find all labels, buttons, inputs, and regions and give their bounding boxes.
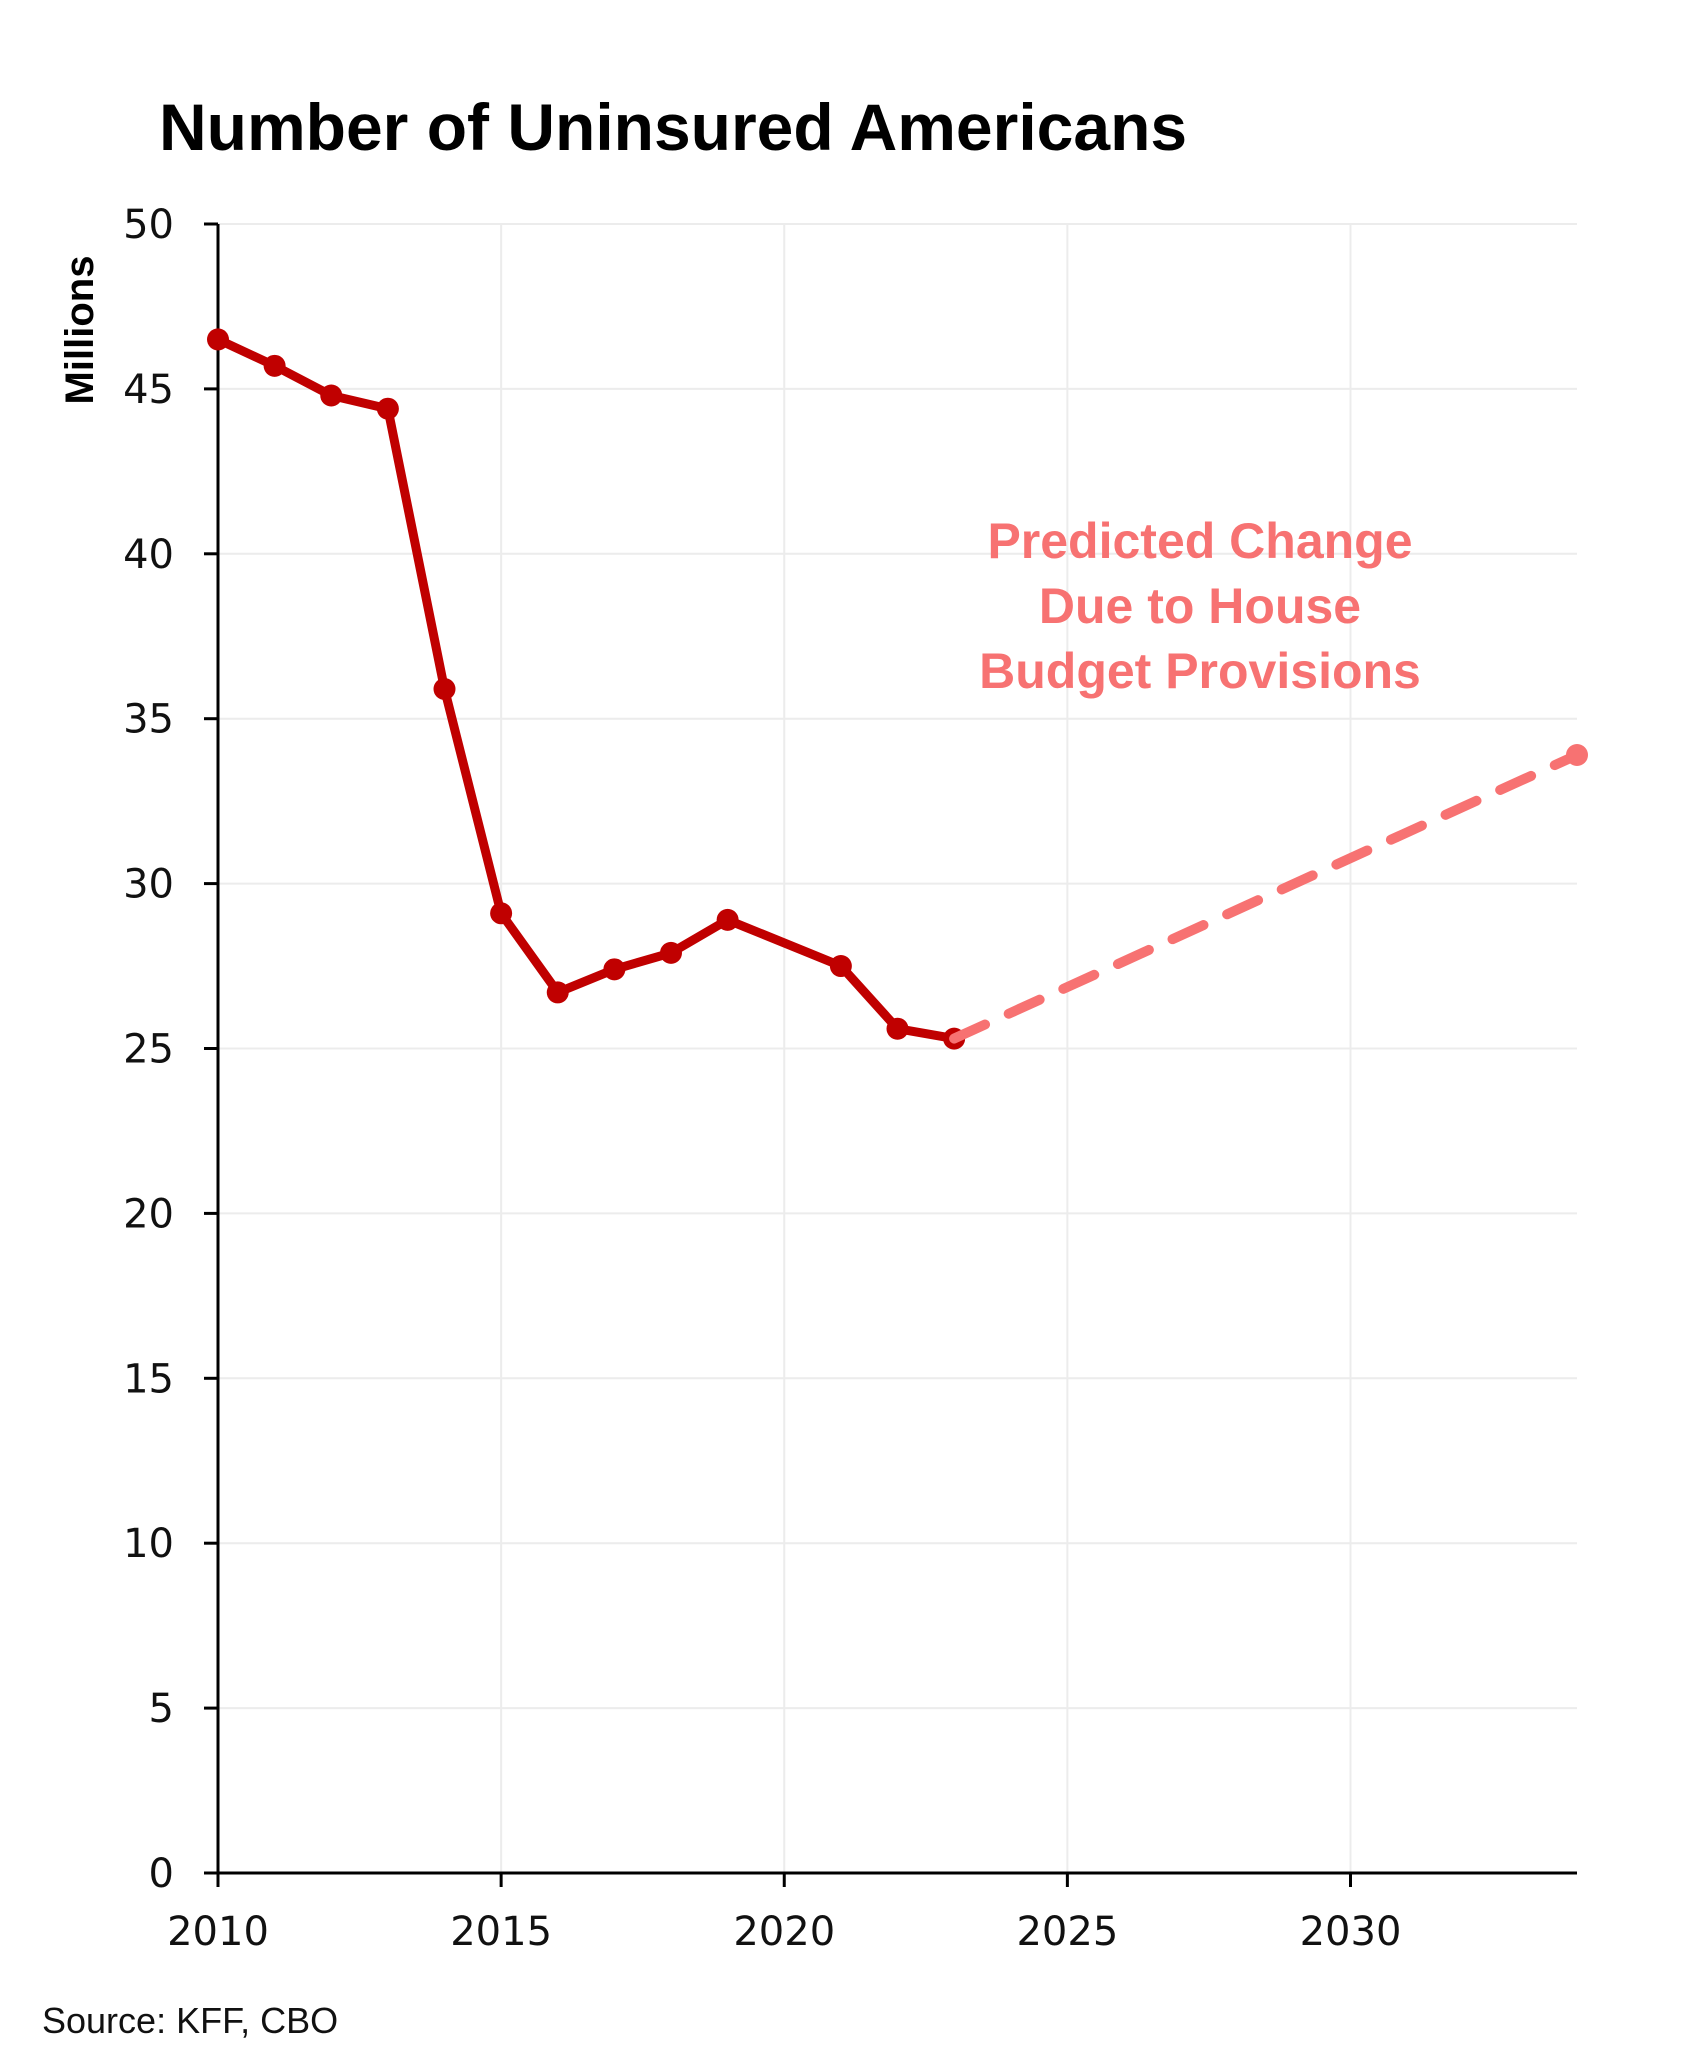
series-0-point-10 (829, 955, 852, 978)
series-1-line (949, 750, 1582, 1044)
y-tick-label-10: 10 (123, 1521, 174, 1567)
series-0-point-9 (716, 908, 739, 931)
series-layer (207, 328, 1588, 1050)
x-tick-label-2015: 2015 (450, 1909, 552, 1955)
x-tick-label-2010: 2010 (167, 1909, 269, 1955)
y-tick-label-5: 5 (149, 1686, 174, 1732)
series-0-line (213, 334, 959, 1044)
x-axis-ticks: 2010 2015 2020 2025 2030 (167, 1873, 1401, 1955)
annotation-line-2: Due to House (1039, 578, 1361, 634)
series-0-point-0 (207, 328, 229, 351)
series-0-point-8 (660, 941, 682, 964)
y-tick-label-40: 40 (123, 532, 174, 578)
series-0-point-5 (490, 902, 513, 925)
prediction-annotation: Predicted Change Due to House Budget Pro… (979, 513, 1421, 699)
y-tick-label-50: 50 (123, 202, 174, 248)
chart-title: Number of Uninsured Americans (159, 90, 1187, 164)
y-tick-label-15: 15 (123, 1356, 174, 1402)
x-tick-label-2030: 2030 (1300, 1909, 1402, 1955)
series-0-point-3 (376, 397, 399, 420)
x-tick-label-2025: 2025 (1016, 1909, 1118, 1955)
series-0-point-2 (320, 384, 343, 407)
series-0-point-11 (886, 1017, 909, 1040)
series-1-point-1 (1566, 743, 1588, 766)
y-axis-ticks: 0 5 10 15 20 25 30 35 40 45 50 (123, 202, 218, 1897)
y-axis-label: Millions (58, 256, 102, 405)
y-tick-label-35: 35 (123, 697, 174, 743)
y-tick-label-0: 0 (149, 1851, 174, 1897)
y-tick-label-25: 25 (123, 1027, 174, 1073)
series-0-point-4 (433, 678, 456, 701)
series-0-point-1 (263, 354, 286, 377)
gridlines (218, 223, 1577, 1873)
source-note: Source: KFF, CBO (42, 2000, 338, 2041)
series-0-point-7 (603, 958, 626, 981)
annotation-line-1: Predicted Change (987, 513, 1412, 569)
y-tick-label-20: 20 (123, 1191, 174, 1237)
annotation-line-3: Budget Provisions (979, 643, 1421, 699)
x-tick-label-2020: 2020 (733, 1909, 835, 1955)
series-0-point-6 (546, 981, 569, 1004)
y-tick-label-45: 45 (123, 367, 174, 413)
y-tick-label-30: 30 (123, 862, 174, 908)
